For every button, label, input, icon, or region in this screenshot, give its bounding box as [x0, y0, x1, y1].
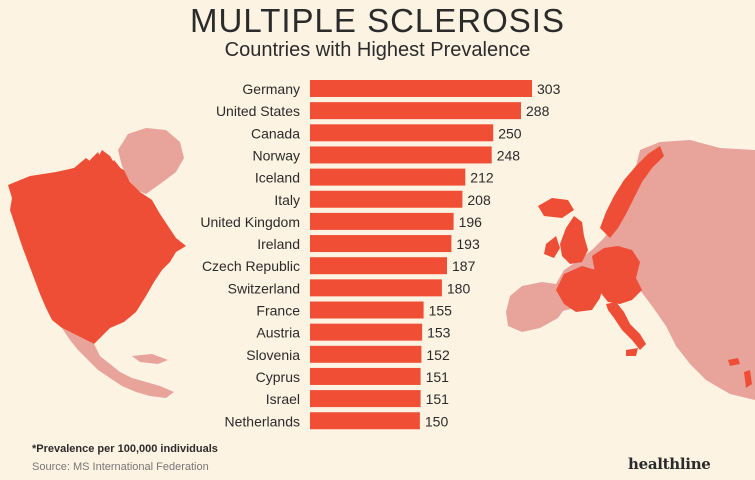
value-label: 303 [537, 81, 561, 97]
bar-canada [310, 124, 494, 142]
category-label: Netherlands [225, 413, 301, 429]
bar-chart: Germany 303 United States 288 Canada 250 Norwa… [200, 80, 561, 430]
bar-austria [310, 323, 423, 341]
central-europe-shape [592, 246, 642, 304]
value-label: 155 [429, 303, 453, 319]
category-label: Israel [266, 391, 300, 407]
iberia-shape [506, 286, 568, 332]
canada-usa-shape [8, 150, 186, 344]
value-label: 180 [447, 280, 471, 296]
bar-switzerland [310, 279, 442, 297]
value-label: 288 [526, 103, 550, 119]
value-label: 150 [425, 413, 449, 429]
bar-israel [310, 390, 421, 408]
category-label: United Kingdom [200, 214, 300, 230]
category-label: Canada [251, 125, 300, 141]
category-label: Germany [242, 81, 300, 97]
bar-france [310, 301, 424, 319]
norway-shape [600, 146, 664, 238]
category-label: Italy [274, 192, 300, 208]
category-label: Norway [253, 147, 300, 163]
europe-map [506, 140, 755, 400]
bar-netherlands [310, 412, 420, 430]
bar-germany [310, 80, 532, 97]
healthline-logo: healthline [628, 455, 711, 473]
category-label: Iceland [255, 170, 300, 186]
cyprus-shape [728, 358, 740, 366]
arctic-islands-shape [82, 152, 104, 180]
israel-shape [744, 370, 752, 388]
bar-united-kingdom [310, 212, 454, 230]
value-label: 187 [452, 258, 476, 274]
category-label: Czech Republic [202, 258, 300, 274]
value-label: 212 [470, 170, 494, 186]
page-subtitle: Countries with Highest Prevalence [224, 39, 531, 61]
bar-iceland [310, 168, 466, 186]
category-label: Cyprus [256, 369, 300, 385]
greenland-shape [118, 128, 184, 194]
bar-italy [310, 190, 463, 208]
value-label: 196 [459, 214, 483, 230]
france-shape [556, 266, 604, 312]
uk-shape [560, 216, 588, 264]
category-label: Ireland [257, 236, 300, 252]
category-label: United States [216, 103, 300, 119]
bar-ireland [310, 235, 452, 253]
value-label: 151 [426, 369, 450, 385]
italy-shape [606, 302, 646, 350]
mexico-shape [62, 328, 174, 398]
bar-slovenia [310, 345, 422, 363]
category-label: Switzerland [228, 280, 300, 296]
category-label: Slovenia [246, 347, 300, 363]
iceland-shape [538, 198, 574, 218]
arctic-island-2-shape [106, 160, 122, 182]
bar-czech-republic [310, 257, 447, 275]
footnote: *Prevalence per 100,000 individuals [32, 443, 218, 455]
caribbean-shape [132, 354, 168, 364]
value-label: 193 [456, 236, 480, 252]
category-label: Austria [256, 325, 300, 341]
value-label: 250 [498, 125, 522, 141]
value-label: 153 [427, 325, 451, 341]
bar-norway [310, 146, 492, 164]
value-label: 151 [426, 391, 450, 407]
ireland-shape [544, 236, 560, 258]
sicily-shape [626, 348, 638, 356]
category-label: France [256, 303, 300, 319]
value-label: 248 [497, 147, 521, 163]
value-label: 152 [426, 347, 450, 363]
bar-united-states [310, 102, 521, 120]
north-america-map [8, 128, 186, 398]
source-credit: Source: MS International Federation [32, 461, 209, 473]
bar-cyprus [310, 367, 421, 385]
value-label: 208 [467, 192, 491, 208]
page-title: MULTIPLE SCLEROSIS [190, 2, 565, 39]
